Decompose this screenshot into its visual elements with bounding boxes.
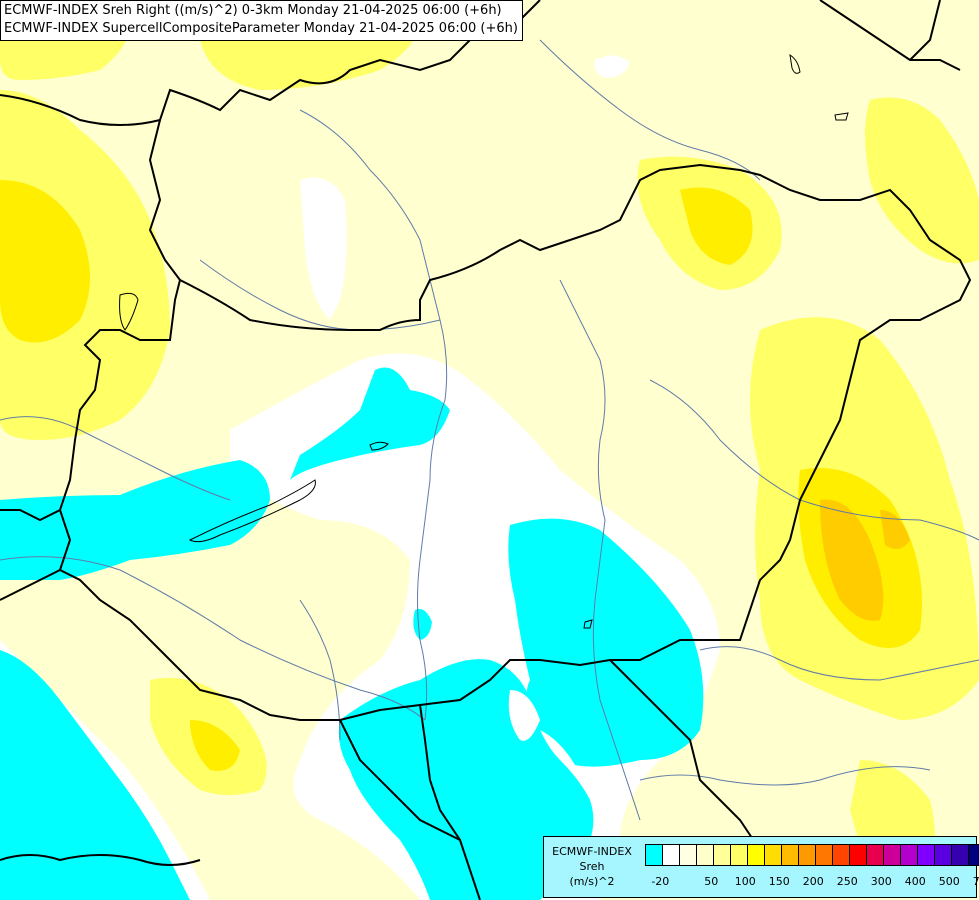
legend-tick-label: 500 (938, 875, 960, 888)
legend-swatch-16 (918, 845, 935, 865)
legend-swatch-19 (969, 845, 979, 865)
legend-tick-label: 250 (836, 875, 858, 888)
legend-tick-label: 200 (802, 875, 824, 888)
legend-tick-label: 400 (904, 875, 926, 888)
legend-swatch-1 (663, 845, 680, 865)
rivers (0, 39, 979, 821)
legend-tick-label: -20 (651, 875, 670, 888)
lakes (369, 53, 849, 629)
orange-fields (820, 499, 910, 621)
legend-swatch-15 (901, 845, 918, 865)
legend-caption-line-2: Sreh (579, 860, 605, 873)
legend-swatch-13 (867, 845, 884, 865)
legend-swatch-6 (748, 845, 765, 865)
color-legend: ECMWF-INDEX Sreh (m/s)^2 -20 50 100 150 200 2… (543, 836, 979, 898)
legend-swatch-3 (697, 845, 714, 865)
legend-color-scale (645, 844, 979, 866)
legend-swatch-14 (884, 845, 901, 865)
legend-tick-label: 150 (768, 875, 790, 888)
legend-tick-label: 700 (972, 875, 979, 888)
legend-tick-label: 100 (734, 875, 756, 888)
legend-tick-labels: -20 50 100 150 200 250 300 400 500 700 (645, 875, 979, 891)
legend-swatch-17 (935, 845, 952, 865)
legend-swatch-4 (714, 845, 731, 865)
legend-caption-line-1: ECMWF-INDEX (552, 845, 632, 858)
legend-swatch-0 (646, 845, 663, 865)
legend-swatch-7 (765, 845, 782, 865)
legend-swatch-2 (680, 845, 697, 865)
legend-caption-line-3: (m/s)^2 (569, 875, 615, 888)
legend-swatch-12 (850, 845, 867, 865)
map-title-line-2: ECMWF-INDEX SupercellCompositeParameter … (4, 21, 518, 36)
legend-swatch-11 (833, 845, 850, 865)
map-title-line-1: ECMWF-INDEX Sreh Right ((m/s)^2) 0-3km M… (4, 3, 502, 18)
legend-swatch-8 (782, 845, 799, 865)
legend-swatch-9 (799, 845, 816, 865)
legend-caption: ECMWF-INDEX Sreh (m/s)^2 (546, 844, 638, 889)
legend-swatch-18 (952, 845, 969, 865)
legend-tick-label: 300 (870, 875, 892, 888)
legend-swatch-10 (816, 845, 833, 865)
legend-swatch-5 (731, 845, 748, 865)
map-title-box: ECMWF-INDEX Sreh Right ((m/s)^2) 0-3km M… (0, 0, 523, 41)
legend-tick-label: 50 (704, 875, 719, 888)
